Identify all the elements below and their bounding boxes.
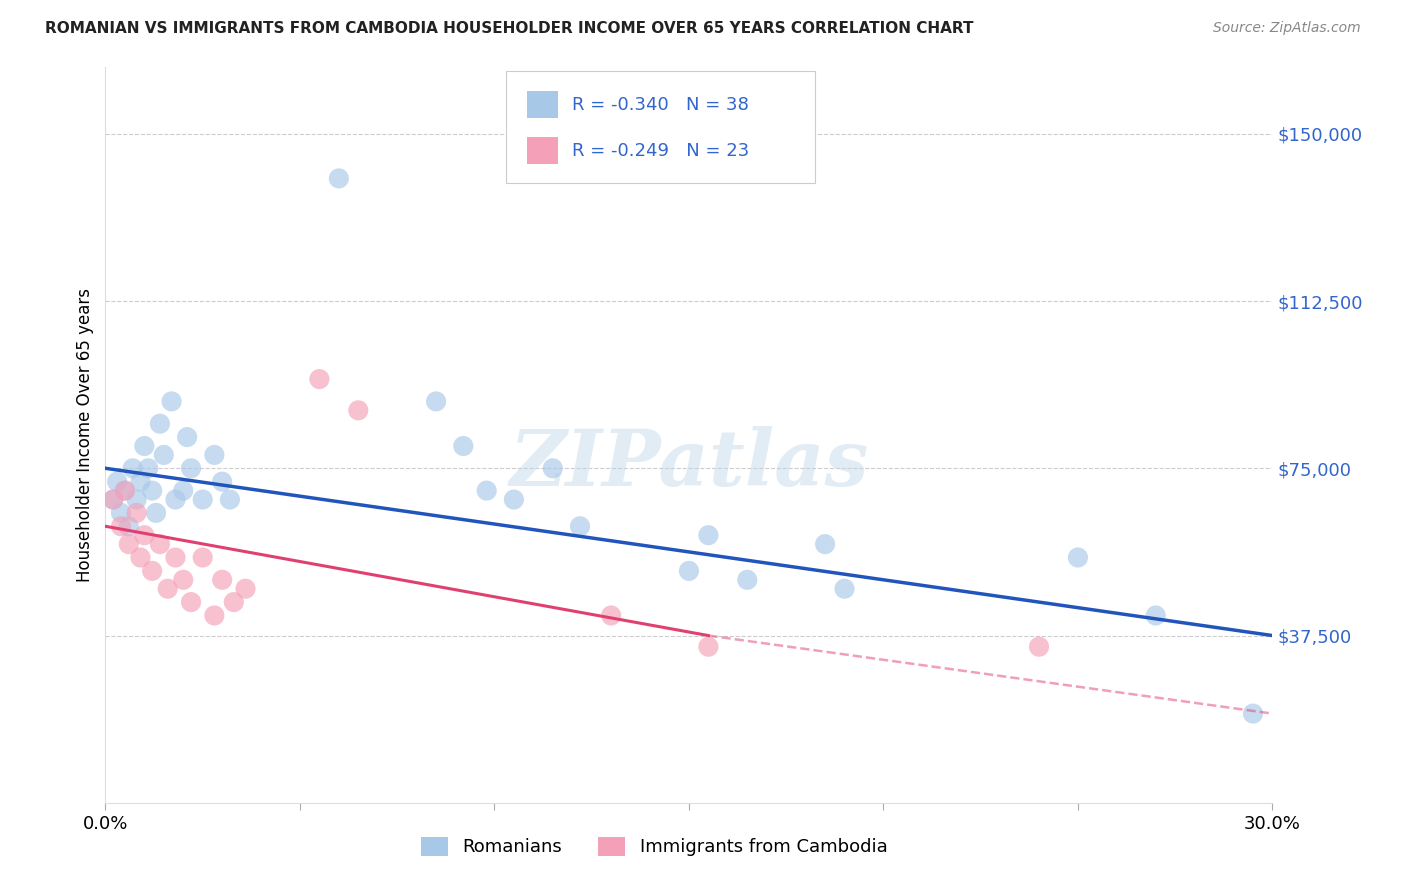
Point	[814, 537, 837, 551]
Point	[136, 461, 159, 475]
Point	[165, 550, 187, 565]
Point	[172, 483, 194, 498]
Point	[103, 492, 125, 507]
Point	[503, 492, 526, 507]
Point	[453, 439, 475, 453]
Point	[149, 537, 172, 551]
Point	[1144, 608, 1167, 623]
Point	[172, 573, 194, 587]
Point	[191, 492, 214, 507]
Point	[425, 394, 447, 409]
Point	[141, 564, 163, 578]
Point	[180, 595, 202, 609]
Point	[328, 171, 350, 186]
Point	[697, 640, 720, 654]
Point	[145, 506, 167, 520]
Text: R = -0.249   N = 23: R = -0.249 N = 23	[572, 142, 749, 160]
Point	[110, 519, 132, 533]
Point	[176, 430, 198, 444]
Point	[347, 403, 370, 417]
Point	[569, 519, 592, 533]
Point	[129, 475, 152, 489]
Point	[222, 595, 245, 609]
Point	[156, 582, 179, 596]
Point	[308, 372, 330, 386]
Point	[125, 492, 148, 507]
Point	[149, 417, 172, 431]
Text: ZIPatlas: ZIPatlas	[509, 426, 869, 502]
Text: R = -0.340   N = 38: R = -0.340 N = 38	[572, 95, 749, 113]
Point	[118, 519, 141, 533]
Y-axis label: Householder Income Over 65 years: Householder Income Over 65 years	[76, 288, 94, 582]
Point	[103, 492, 125, 507]
Point	[134, 528, 156, 542]
Point	[737, 573, 759, 587]
Point	[697, 528, 720, 542]
Point	[180, 461, 202, 475]
Point	[141, 483, 163, 498]
Point	[211, 475, 233, 489]
Text: ROMANIAN VS IMMIGRANTS FROM CAMBODIA HOUSEHOLDER INCOME OVER 65 YEARS CORRELATIO: ROMANIAN VS IMMIGRANTS FROM CAMBODIA HOU…	[45, 21, 973, 36]
Point	[114, 483, 136, 498]
Point	[211, 573, 233, 587]
Point	[1028, 640, 1050, 654]
Point	[125, 506, 148, 520]
Point	[475, 483, 498, 498]
Point	[165, 492, 187, 507]
Point	[160, 394, 183, 409]
Point	[129, 550, 152, 565]
Point	[202, 608, 225, 623]
Point	[219, 492, 242, 507]
Point	[153, 448, 174, 462]
Point	[235, 582, 257, 596]
Point	[678, 564, 700, 578]
Point	[121, 461, 143, 475]
Point	[1241, 706, 1264, 721]
Text: Source: ZipAtlas.com: Source: ZipAtlas.com	[1213, 21, 1361, 35]
Legend: Romanians, Immigrants from Cambodia: Romanians, Immigrants from Cambodia	[413, 830, 894, 863]
Point	[191, 550, 214, 565]
Point	[1067, 550, 1090, 565]
Point	[110, 506, 132, 520]
Point	[118, 537, 141, 551]
Point	[114, 483, 136, 498]
Point	[541, 461, 564, 475]
Point	[134, 439, 156, 453]
Point	[202, 448, 225, 462]
Point	[834, 582, 856, 596]
Point	[105, 475, 128, 489]
Point	[600, 608, 623, 623]
